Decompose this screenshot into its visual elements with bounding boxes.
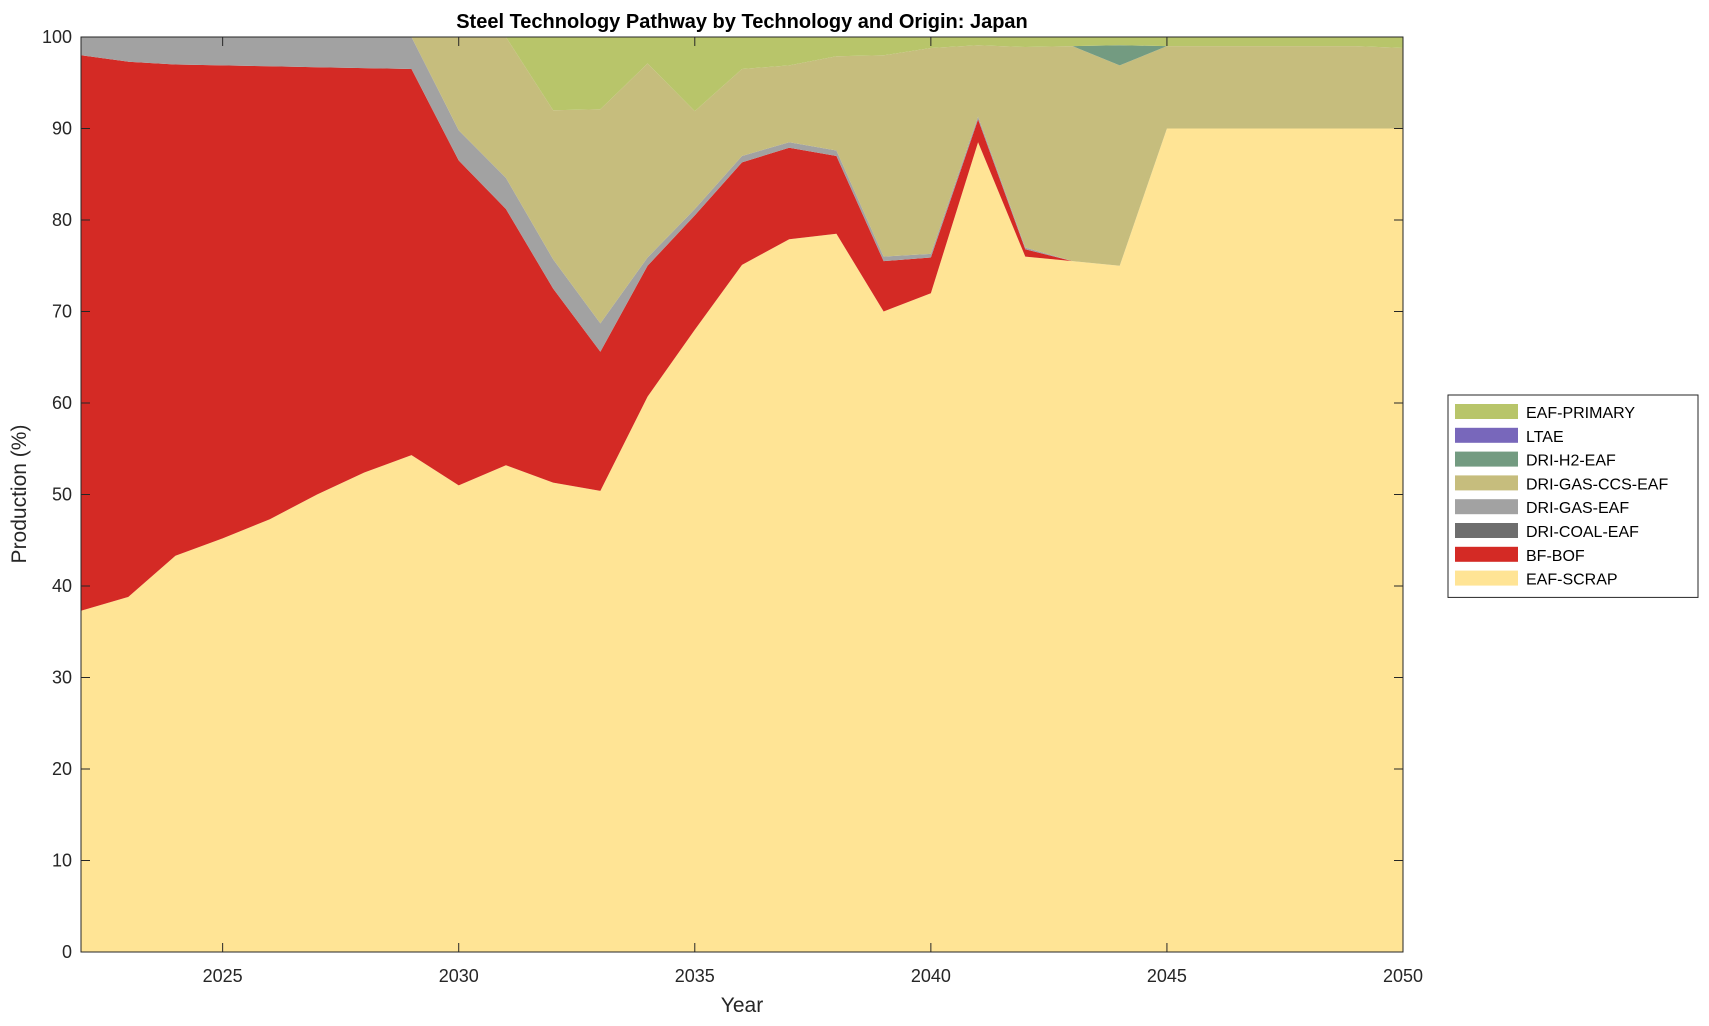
plot-areas [81, 37, 1403, 952]
legend: EAF-PRIMARY LTAE DRI-H2-EAF DRI-GAS-CCS-EAF… [1447, 394, 1699, 598]
y-axis-label: Production (%) [8, 425, 31, 564]
legend-swatch [1455, 451, 1518, 467]
y-tick-label: 0 [62, 942, 72, 962]
legend-label: DRI-H2-EAF [1526, 453, 1616, 470]
x-tick-label: 2050 [1383, 966, 1423, 986]
legend-swatch [1455, 546, 1518, 562]
y-tick-label: 50 [52, 485, 72, 505]
legend-label: EAF-PRIMARY [1526, 405, 1635, 422]
legend-swatch [1455, 523, 1518, 538]
legend-swatch [1455, 499, 1518, 515]
y-tick-label: 10 [52, 851, 72, 871]
legend-label: DRI-GAS-CCS-EAF [1526, 476, 1668, 493]
x-tick-label: 2040 [911, 966, 951, 986]
legend-swatch [1455, 427, 1518, 443]
y-tick-label: 70 [52, 302, 72, 322]
area-dri-gas-ccs-eaf [81, 37, 1403, 324]
area-bf-bof [81, 55, 1403, 611]
chart-title: Steel Technology Pathway by Technology a… [456, 11, 1028, 33]
area-eaf-primary [81, 37, 1403, 112]
legend-swatch [1455, 404, 1518, 419]
y-tick-label: 20 [52, 759, 72, 779]
legend-label: EAF-SCRAP [1526, 572, 1618, 589]
y-tick-label: 40 [52, 576, 72, 596]
legend-swatch [1455, 475, 1518, 491]
legend-label: LTAE [1526, 429, 1564, 446]
y-tick-label: 60 [52, 393, 72, 413]
legend-label: DRI-GAS-EAF [1526, 500, 1629, 517]
y-tick-label: 100 [42, 27, 72, 47]
x-tick-label: 2025 [203, 966, 243, 986]
legend-label: DRI-COAL-EAF [1526, 524, 1639, 541]
x-axis-label: Year [721, 994, 763, 1017]
x-tick-label: 2030 [439, 966, 479, 986]
y-tick-label: 30 [52, 668, 72, 688]
y-tick-label: 90 [52, 119, 72, 139]
y-tick-label: 80 [52, 210, 72, 230]
legend-label: BF-BOF [1526, 548, 1585, 565]
area-eaf-scrap [81, 128, 1403, 952]
x-tick-label: 2045 [1147, 966, 1187, 986]
legend-swatch [1455, 570, 1518, 586]
x-tick-label: 2035 [675, 966, 715, 986]
legend-box [1447, 394, 1699, 598]
